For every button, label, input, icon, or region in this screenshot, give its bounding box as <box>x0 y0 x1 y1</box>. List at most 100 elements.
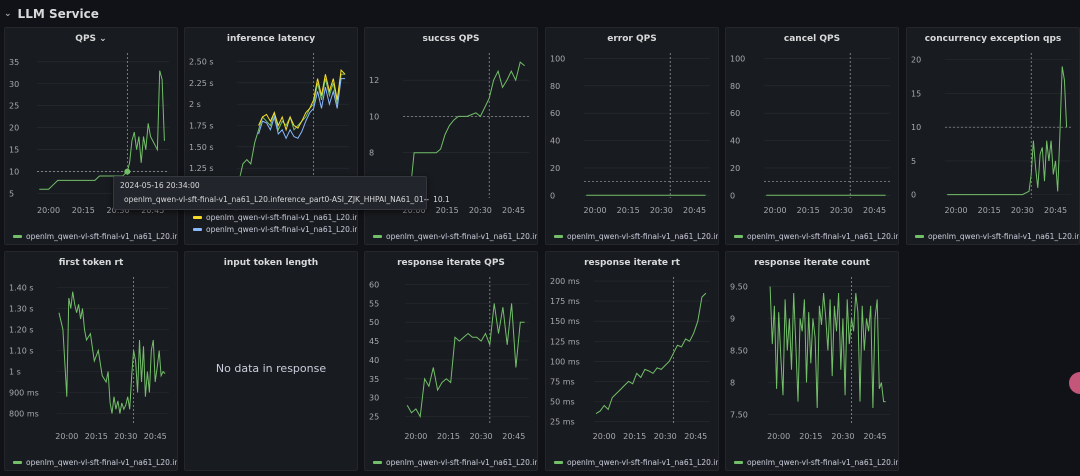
series-line <box>406 303 525 419</box>
y-tick-label: 2.50 s <box>189 58 214 67</box>
y-tick-label: 1 s <box>9 368 21 377</box>
series-line <box>258 78 346 140</box>
row-header-llm-service[interactable]: ⌄ LLM Service <box>4 4 99 24</box>
y-tick-label: 5 <box>911 157 916 166</box>
panel-latency[interactable]: inference latency 2.50 s 2.25 s 2 s 1.75 s 1.… <box>184 27 358 245</box>
panel-input-token[interactable]: input token length No data in response <box>184 251 358 471</box>
y-tick-label: 50 <box>369 318 379 327</box>
y-tick-label: 5 <box>9 190 14 199</box>
panel-title[interactable]: input token length <box>223 258 319 268</box>
series-line <box>238 73 346 182</box>
series-line <box>404 61 525 200</box>
legend-item[interactable]: openlm_qwen-vl-sft-final-v1_na61_L20.inf… <box>734 232 898 241</box>
x-tick-label: 20:30 <box>114 432 137 441</box>
legend-item[interactable]: openlm_qwen-vl-sft-final-v1_na61_L20.inf… <box>554 458 718 467</box>
x-tick-label: 20:15 <box>978 206 1001 215</box>
panel-title[interactable]: QPS ⌄ <box>75 34 107 44</box>
tooltip-series: openlm_qwen-vl-sft-final-v1_na61_L20.inf… <box>124 195 430 204</box>
x-tick-label: 20:45 <box>683 206 706 215</box>
x-tick-label: 20:45 <box>863 432 886 441</box>
y-tick-label: 9.50 <box>730 283 748 292</box>
y-tick-label: 60 <box>550 109 560 118</box>
y-tick-label: 15 <box>9 146 19 155</box>
series-line <box>58 291 166 414</box>
y-tick-label: 100 ms <box>550 357 580 366</box>
x-tick-label: 20:00 <box>767 432 790 441</box>
legend-swatch <box>554 461 563 464</box>
tooltip-time: 2024-05-16 20:34:00 <box>120 181 200 190</box>
panel-title[interactable]: error QPS <box>607 34 657 44</box>
legend-item[interactable]: openlm_qwen-vl-sft-final-v1_na61_L20.inf… <box>193 213 357 222</box>
panel-resp-rt[interactable]: response iterate rt 200 ms 175 ms 150 ms 125… <box>545 251 719 471</box>
panel-title[interactable]: succss QPS <box>422 34 480 44</box>
panel-title[interactable]: response iterate QPS <box>397 258 505 268</box>
legend-item[interactable]: openlm_qwen-vl-sft-final-v1_na61_L20.inf… <box>373 232 537 241</box>
y-tick-label: 125 ms <box>550 337 580 346</box>
panel-success[interactable]: succss QPS 12 10 8 20:00 20:15 20:30 20:45 openl… <box>364 27 538 245</box>
x-tick-label: 20:45 <box>141 206 164 215</box>
legend-swatch <box>734 235 743 238</box>
y-tick-label: 1.25 s <box>189 164 214 173</box>
x-tick-label: 20:15 <box>436 206 459 215</box>
panel-title[interactable]: response iterate rt <box>584 258 680 268</box>
panel-title[interactable]: response iterate count <box>754 258 870 268</box>
y-tick-label: 40 <box>369 356 379 365</box>
legend-item[interactable]: openlm_qwen-vl-sft-final-v1_na61_L20.inf… <box>13 232 177 241</box>
legend-label: openlm_qwen-vl-sft-final-v1_na61_L20.inf… <box>386 458 537 467</box>
y-tick-label: 35 <box>9 58 19 67</box>
floating-action-button[interactable] <box>1069 372 1080 394</box>
legend-label: openlm_qwen-vl-sft-final-v1_na61_L20.inf… <box>386 232 537 241</box>
panel-error[interactable]: error QPS 100 80 60 40 20 0 20:00 20:15 20:30 20:4… <box>545 27 719 245</box>
panel-concurrency[interactable]: concurrency exception qps 20 15 10 5 0 20:00 20… <box>906 27 1080 245</box>
panel-title[interactable]: first token rt <box>58 258 124 268</box>
series-line <box>947 66 1068 196</box>
chart-first-token: 1.40 s 1.30 s 1.20 s 1.10 s 1 s 900 ms 800 ms 2… <box>9 277 169 441</box>
legend-item[interactable]: openlm_qwen-vl-sft-final-v1_na61_L20.inf… <box>373 458 537 467</box>
hover-point <box>124 168 131 175</box>
legend-swatch <box>373 461 382 464</box>
y-tick-label: 15 <box>911 89 921 98</box>
y-tick-label: 80 <box>730 82 740 91</box>
panel-first-token[interactable]: first token rt 1.40 s 1.30 s 1.20 s 1.10 s 1 … <box>4 251 178 471</box>
legend-label: openlm_qwen-vl-sft-final-v1_na61_L20.inf… <box>747 232 898 241</box>
legend-item[interactable]: openlm_qwen-vl-sft-final-v1_na61_L20.inf… <box>193 225 357 234</box>
legend-label: openlm_qwen-vl-sft-final-v1_na61_L20.inf… <box>567 458 718 467</box>
x-tick-label: 20:30 <box>830 206 853 215</box>
panel-cancel[interactable]: cancel QPS 100 80 60 40 20 0 20:00 20:15 20:30 20:… <box>725 27 899 245</box>
legend-item[interactable]: openlm_qwen-vl-sft-final-v1_na61_L20.inf… <box>734 458 898 467</box>
y-tick-label: 80 <box>550 82 560 91</box>
y-tick-label: 30 <box>369 394 379 403</box>
panel-title[interactable]: inference latency <box>226 34 316 44</box>
x-tick-label: 20:00 <box>593 432 616 441</box>
y-tick-label: 30 <box>9 80 19 89</box>
x-tick-label: 20:00 <box>404 432 427 441</box>
panel-resp-qps[interactable]: response iterate QPS 60 55 50 45 40 35 30 25 20:0… <box>364 251 538 471</box>
chart-error: 100 80 60 40 20 0 20:00 20:15 20:30 20:45 <box>550 53 710 215</box>
legend-swatch <box>734 461 743 464</box>
series-line <box>258 68 346 132</box>
panel-title[interactable]: cancel QPS <box>783 34 841 44</box>
legend-item[interactable]: openlm_qwen-vl-sft-final-v1_na61_L20.inf… <box>13 458 177 467</box>
panel-title[interactable]: concurrency exception qps <box>924 34 1062 44</box>
x-tick-label: 20:45 <box>144 432 167 441</box>
y-tick-label: 900 ms <box>9 389 39 398</box>
legend-item[interactable]: openlm_qwen-vl-sft-final-v1_na61_L20.inf… <box>915 232 1079 241</box>
x-tick-label: 20:00 <box>584 206 607 215</box>
legend-swatch <box>915 235 924 238</box>
legend-label: openlm_qwen-vl-sft-final-v1_na61_L20.inf… <box>206 225 357 234</box>
y-tick-label: 175 ms <box>550 297 580 306</box>
panel-resp-count[interactable]: response iterate count 9.50 9 8.50 8 7.50 20:0… <box>725 251 899 471</box>
y-tick-label: 40 <box>730 137 740 146</box>
legend-swatch <box>13 461 22 464</box>
x-tick-label: 20:15 <box>85 432 108 441</box>
x-tick-label: 20:00 <box>37 206 60 215</box>
y-tick-label: 20 <box>911 56 921 65</box>
legend-item[interactable]: openlm_qwen-vl-sft-final-v1_na61_L20.inf… <box>554 232 718 241</box>
y-tick-label: 9 <box>730 315 735 324</box>
panel-qps[interactable]: QPS ⌄ 35 30 25 20 15 10 5 20:00 20:15 20:30 20:45 op… <box>4 27 178 245</box>
legend-swatch <box>554 235 563 238</box>
legend-label: openlm_qwen-vl-sft-final-v1_na61_L20.inf… <box>206 213 357 222</box>
y-tick-label: 800 ms <box>9 410 39 419</box>
series-line <box>769 286 886 409</box>
y-tick-label: 150 ms <box>550 317 580 326</box>
